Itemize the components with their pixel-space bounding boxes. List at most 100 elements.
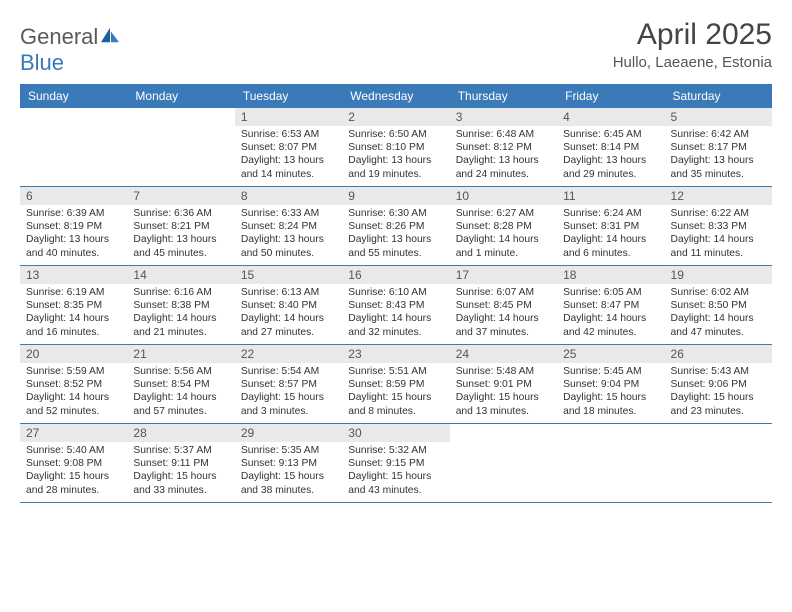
sunset-text: Sunset: 8:14 PM [563, 141, 658, 154]
day-cell: 14Sunrise: 6:16 AMSunset: 8:38 PMDayligh… [127, 266, 234, 344]
day-cell: 15Sunrise: 6:13 AMSunset: 8:40 PMDayligh… [235, 266, 342, 344]
day-body [557, 442, 664, 448]
sunset-text: Sunset: 8:19 PM [26, 220, 121, 233]
day-number: 5 [665, 108, 772, 126]
day-cell: 9Sunrise: 6:30 AMSunset: 8:26 PMDaylight… [342, 187, 449, 265]
sunset-text: Sunset: 8:52 PM [26, 378, 121, 391]
sunrise-text: Sunrise: 6:48 AM [456, 128, 551, 141]
day-cell: 22Sunrise: 5:54 AMSunset: 8:57 PMDayligh… [235, 345, 342, 423]
daylight-text: Daylight: 13 hours and 14 minutes. [241, 154, 336, 180]
sunset-text: Sunset: 8:54 PM [133, 378, 228, 391]
day-number: 11 [557, 187, 664, 205]
day-cell-empty [127, 108, 234, 186]
sunset-text: Sunset: 8:47 PM [563, 299, 658, 312]
sunset-text: Sunset: 9:01 PM [456, 378, 551, 391]
day-cell: 26Sunrise: 5:43 AMSunset: 9:06 PMDayligh… [665, 345, 772, 423]
day-number [450, 424, 557, 442]
sunset-text: Sunset: 8:40 PM [241, 299, 336, 312]
day-cell: 23Sunrise: 5:51 AMSunset: 8:59 PMDayligh… [342, 345, 449, 423]
day-body: Sunrise: 6:36 AMSunset: 8:21 PMDaylight:… [127, 205, 234, 264]
sunset-text: Sunset: 8:33 PM [671, 220, 766, 233]
day-cell-empty [450, 424, 557, 502]
day-cell: 20Sunrise: 5:59 AMSunset: 8:52 PMDayligh… [20, 345, 127, 423]
day-body: Sunrise: 5:32 AMSunset: 9:15 PMDaylight:… [342, 442, 449, 501]
sunrise-text: Sunrise: 6:30 AM [348, 207, 443, 220]
sunset-text: Sunset: 8:50 PM [671, 299, 766, 312]
day-number: 3 [450, 108, 557, 126]
daylight-text: Daylight: 15 hours and 38 minutes. [241, 470, 336, 496]
day-number: 16 [342, 266, 449, 284]
sunrise-text: Sunrise: 6:27 AM [456, 207, 551, 220]
daylight-text: Daylight: 14 hours and 21 minutes. [133, 312, 228, 338]
sunrise-text: Sunrise: 6:42 AM [671, 128, 766, 141]
day-body [665, 442, 772, 448]
sunset-text: Sunset: 8:17 PM [671, 141, 766, 154]
daylight-text: Daylight: 14 hours and 47 minutes. [671, 312, 766, 338]
day-cell: 30Sunrise: 5:32 AMSunset: 9:15 PMDayligh… [342, 424, 449, 502]
day-body: Sunrise: 6:16 AMSunset: 8:38 PMDaylight:… [127, 284, 234, 343]
sunset-text: Sunset: 8:28 PM [456, 220, 551, 233]
sunset-text: Sunset: 8:10 PM [348, 141, 443, 154]
daylight-text: Daylight: 14 hours and 57 minutes. [133, 391, 228, 417]
calendar-grid: SundayMondayTuesdayWednesdayThursdayFrid… [20, 84, 772, 503]
day-body: Sunrise: 6:39 AMSunset: 8:19 PMDaylight:… [20, 205, 127, 264]
sunrise-text: Sunrise: 5:40 AM [26, 444, 121, 457]
daylight-text: Daylight: 13 hours and 35 minutes. [671, 154, 766, 180]
week-row: 13Sunrise: 6:19 AMSunset: 8:35 PMDayligh… [20, 266, 772, 345]
day-body: Sunrise: 6:33 AMSunset: 8:24 PMDaylight:… [235, 205, 342, 264]
month-title: April 2025 [613, 18, 772, 52]
dow-label: Saturday [665, 84, 772, 108]
sunrise-text: Sunrise: 6:13 AM [241, 286, 336, 299]
weeks-container: 1Sunrise: 6:53 AMSunset: 8:07 PMDaylight… [20, 108, 772, 503]
day-number: 24 [450, 345, 557, 363]
day-cell: 16Sunrise: 6:10 AMSunset: 8:43 PMDayligh… [342, 266, 449, 344]
day-body: Sunrise: 5:35 AMSunset: 9:13 PMDaylight:… [235, 442, 342, 501]
week-row: 1Sunrise: 6:53 AMSunset: 8:07 PMDaylight… [20, 108, 772, 187]
day-cell: 7Sunrise: 6:36 AMSunset: 8:21 PMDaylight… [127, 187, 234, 265]
sunset-text: Sunset: 8:12 PM [456, 141, 551, 154]
sunrise-text: Sunrise: 5:48 AM [456, 365, 551, 378]
sunrise-text: Sunrise: 6:53 AM [241, 128, 336, 141]
day-number [665, 424, 772, 442]
day-body: Sunrise: 6:53 AMSunset: 8:07 PMDaylight:… [235, 126, 342, 185]
day-number: 13 [20, 266, 127, 284]
daylight-text: Daylight: 14 hours and 11 minutes. [671, 233, 766, 259]
day-body: Sunrise: 6:45 AMSunset: 8:14 PMDaylight:… [557, 126, 664, 185]
daylight-text: Daylight: 13 hours and 24 minutes. [456, 154, 551, 180]
day-number: 27 [20, 424, 127, 442]
day-cell: 6Sunrise: 6:39 AMSunset: 8:19 PMDaylight… [20, 187, 127, 265]
week-row: 20Sunrise: 5:59 AMSunset: 8:52 PMDayligh… [20, 345, 772, 424]
sunset-text: Sunset: 8:07 PM [241, 141, 336, 154]
day-body [127, 126, 234, 132]
daylight-text: Daylight: 13 hours and 45 minutes. [133, 233, 228, 259]
day-body: Sunrise: 6:30 AMSunset: 8:26 PMDaylight:… [342, 205, 449, 264]
sunrise-text: Sunrise: 5:43 AM [671, 365, 766, 378]
daylight-text: Daylight: 15 hours and 8 minutes. [348, 391, 443, 417]
day-body: Sunrise: 6:50 AMSunset: 8:10 PMDaylight:… [342, 126, 449, 185]
daylight-text: Daylight: 14 hours and 27 minutes. [241, 312, 336, 338]
day-body: Sunrise: 6:02 AMSunset: 8:50 PMDaylight:… [665, 284, 772, 343]
sunset-text: Sunset: 8:45 PM [456, 299, 551, 312]
day-cell: 29Sunrise: 5:35 AMSunset: 9:13 PMDayligh… [235, 424, 342, 502]
daylight-text: Daylight: 15 hours and 18 minutes. [563, 391, 658, 417]
sunset-text: Sunset: 8:31 PM [563, 220, 658, 233]
day-number: 19 [665, 266, 772, 284]
daylight-text: Daylight: 13 hours and 19 minutes. [348, 154, 443, 180]
day-number: 1 [235, 108, 342, 126]
header: GeneralBlue April 2025 Hullo, Laeaene, E… [20, 18, 772, 76]
sunset-text: Sunset: 8:57 PM [241, 378, 336, 391]
sunrise-text: Sunrise: 6:50 AM [348, 128, 443, 141]
sunset-text: Sunset: 9:13 PM [241, 457, 336, 470]
daylight-text: Daylight: 13 hours and 29 minutes. [563, 154, 658, 180]
brand-part2: Blue [20, 50, 64, 75]
day-number [127, 108, 234, 126]
day-number: 6 [20, 187, 127, 205]
week-row: 6Sunrise: 6:39 AMSunset: 8:19 PMDaylight… [20, 187, 772, 266]
day-number: 23 [342, 345, 449, 363]
day-cell-empty [557, 424, 664, 502]
sunrise-text: Sunrise: 6:36 AM [133, 207, 228, 220]
sunrise-text: Sunrise: 5:45 AM [563, 365, 658, 378]
day-body: Sunrise: 6:07 AMSunset: 8:45 PMDaylight:… [450, 284, 557, 343]
sunrise-text: Sunrise: 5:35 AM [241, 444, 336, 457]
daylight-text: Daylight: 15 hours and 3 minutes. [241, 391, 336, 417]
